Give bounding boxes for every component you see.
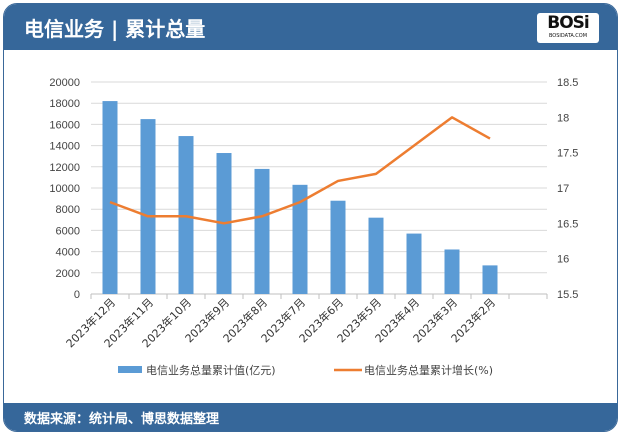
left-tick-label: 2000 bbox=[56, 268, 80, 280]
left-tick-label: 18000 bbox=[49, 98, 80, 110]
left-tick-label: 20000 bbox=[49, 77, 80, 89]
right-tick-label: 16 bbox=[557, 254, 569, 266]
bosi-logo: BOSi BOSIDATA.COM bbox=[537, 13, 599, 43]
left-tick-label: 4000 bbox=[56, 247, 80, 259]
bar bbox=[330, 200, 346, 294]
right-tick-label: 18.5 bbox=[557, 77, 578, 89]
left-tick-label: 12000 bbox=[49, 162, 80, 174]
bar bbox=[292, 184, 308, 294]
bar bbox=[368, 217, 384, 294]
right-tick-label: 15.5 bbox=[557, 289, 578, 301]
left-tick-label: 10000 bbox=[49, 183, 80, 195]
left-tick-label: 8000 bbox=[56, 204, 80, 216]
left-tick-label: 16000 bbox=[49, 119, 80, 131]
legend-bar-swatch bbox=[118, 366, 142, 373]
right-tick-label: 17.5 bbox=[557, 148, 578, 160]
right-tick-label: 17 bbox=[557, 183, 569, 195]
right-tick-label: 16.5 bbox=[557, 218, 578, 230]
bar bbox=[444, 249, 460, 294]
left-tick-label: 0 bbox=[74, 289, 80, 301]
right-tick-label: 18 bbox=[557, 112, 569, 124]
legend-bar-label: 电信业务总量累计值(亿元) bbox=[146, 363, 276, 377]
bar bbox=[102, 101, 118, 294]
bar bbox=[254, 168, 270, 294]
left-tick-label: 6000 bbox=[56, 225, 80, 237]
header-bar: 电信业务 | 累计总量 BOSi BOSIDATA.COM bbox=[4, 4, 617, 50]
footer-bar: 数据来源：统计局、博思数据整理 bbox=[4, 403, 617, 431]
bar bbox=[140, 119, 156, 294]
left-tick-label: 14000 bbox=[49, 141, 80, 153]
growth-line bbox=[109, 116, 491, 225]
bar bbox=[482, 265, 498, 294]
legend-line-label: 电信业务总量累计增长(%) bbox=[364, 363, 493, 377]
data-source: 数据来源：统计局、博思数据整理 bbox=[24, 412, 220, 427]
page-title: 电信业务 | 累计总量 bbox=[24, 17, 206, 41]
bar bbox=[406, 233, 422, 294]
